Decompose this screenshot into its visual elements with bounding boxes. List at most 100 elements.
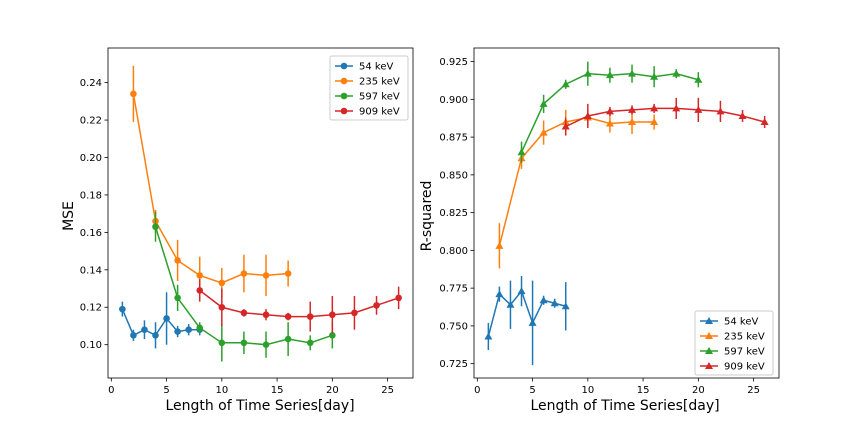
data-point [628,69,637,77]
data-point [495,290,504,298]
data-point [218,279,226,287]
data-point [650,72,659,80]
series-54-kev [484,276,570,366]
data-point [130,332,137,339]
data-point [262,341,270,348]
legend-swatch-marker [705,332,713,339]
x-tick-label: 20 [692,385,705,396]
data-point [517,287,526,295]
series-line [199,289,399,318]
legend-swatch-marker [705,317,713,324]
data-point [583,69,592,77]
series-235-kev [495,109,659,269]
r-squared-chart: 0 5 10 15 20 25 0.725 0.750 0.775 0.800 0.825 0.850… [419,47,780,414]
data-point [517,148,526,156]
x-tick-label: 0 [108,385,114,396]
legend-label: 597 keV [724,347,765,358]
x-axis-label: Length of Time Series[day] [165,398,354,414]
data-point [174,257,181,264]
data-point [152,332,159,339]
x-tick-label: 25 [747,385,760,396]
data-point [329,311,336,319]
legend-label: 909 keV [359,107,400,118]
data-point [351,309,358,317]
data-point [284,313,292,320]
legend-swatch-marker [705,362,713,369]
y-tick-label: 0.14 [80,265,102,276]
data-point [329,332,336,339]
series-235-kev [130,65,292,298]
legend-label: 909 keV [724,362,765,373]
y-tick-label: 0.925 [439,57,468,68]
data-point [561,80,570,88]
x-tick-label: 20 [326,385,339,396]
x-axis-label: Length of Time Series[day] [530,398,719,414]
data-point [694,105,703,113]
data-point [506,300,515,308]
data-point [196,324,204,332]
data-point [650,104,659,112]
data-point [262,272,270,279]
legend-swatch-marker [705,347,713,354]
data-point [306,313,314,320]
legend-label: 54 keV [724,317,758,328]
series-909-kev [561,97,769,136]
data-point [152,223,159,231]
y-tick-label: 0.24 [80,78,102,89]
data-point [539,99,548,107]
data-point [628,118,637,126]
y-tick-label: 0.725 [439,359,468,370]
series-line [132,93,289,284]
data-point [284,335,292,343]
data-point [495,241,504,249]
data-point [306,339,314,347]
data-point [240,270,248,277]
series-54-kev [119,292,204,349]
series-597-kev [152,211,336,362]
data-point [185,326,192,334]
data-point [539,128,548,136]
data-point [561,122,570,130]
legend-label: 597 keV [359,92,400,103]
data-point [650,118,659,126]
legend: 54 keV 235 keV 597 keV 909 keV [694,310,774,376]
data-point [196,287,204,294]
data-point [240,309,248,317]
data-point [716,107,725,115]
data-point [694,75,703,83]
data-point [240,339,248,347]
x-tick-label: 10 [581,385,594,396]
legend-swatch-marker [340,92,348,100]
data-point [539,296,548,304]
y-tick-label: 0.900 [439,95,468,106]
series-line [498,116,655,247]
y-tick-label: 0.10 [80,340,102,351]
x-tick-label: 15 [637,385,650,396]
data-point [550,299,559,307]
series-909-kev [196,279,402,334]
data-point [174,328,181,335]
x-tick-label: 10 [215,385,228,396]
data-point [605,119,614,127]
y-tick-label: 0.875 [439,133,468,144]
data-point [760,118,769,126]
data-point [605,107,614,115]
data-point [738,111,747,119]
data-point [373,302,380,309]
data-point [218,303,226,311]
legend-frame [329,55,409,121]
y-tick-label: 0.20 [80,153,102,164]
data-point [262,311,270,319]
y-tick-label: 0.825 [439,208,468,219]
data-point [561,302,570,310]
legend: 54 keV 235 keV 597 keV 909 keV [329,55,409,121]
data-point [119,305,126,313]
y-axis-label: R-squared [419,181,435,252]
data-point [284,270,292,277]
series-line [565,107,765,128]
y-tick-label: 0.800 [439,246,468,257]
data-point [196,272,204,279]
x-tick-label: 5 [163,385,169,396]
data-point [672,104,681,112]
x-tick-label: 15 [271,385,284,396]
